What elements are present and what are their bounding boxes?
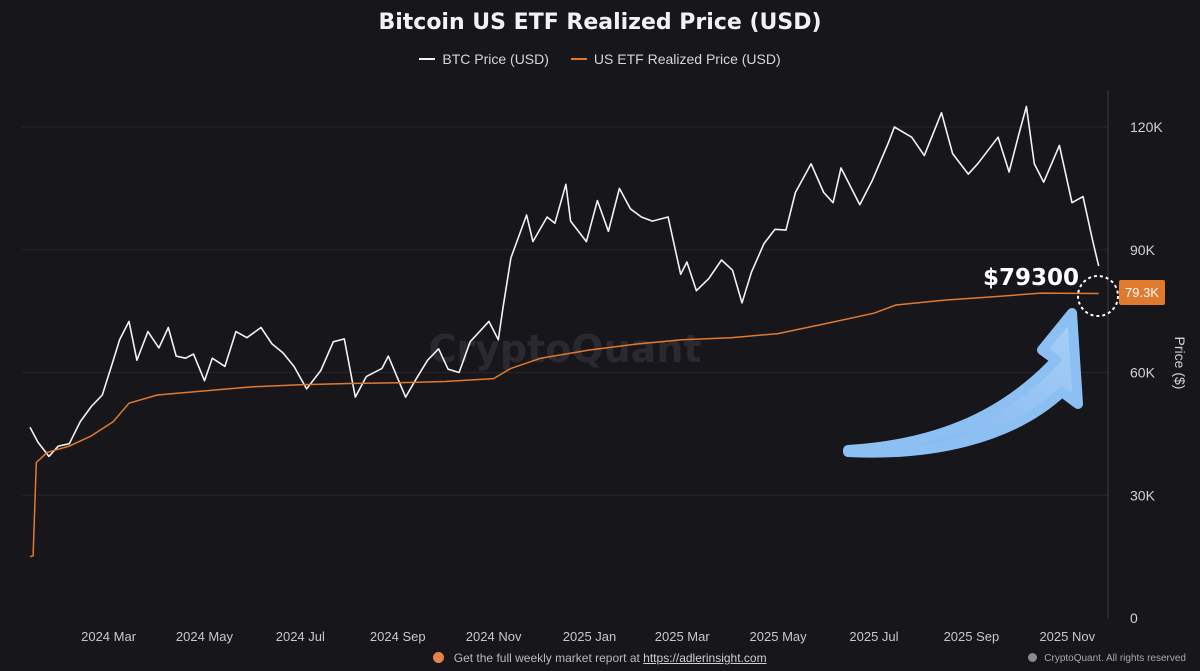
last-value-badge: 79.3K bbox=[1119, 280, 1165, 305]
chart-title: Bitcoin US ETF Realized Price (USD) bbox=[378, 10, 822, 35]
legend-item-etf[interactable]: US ETF Realized Price (USD) bbox=[570, 51, 781, 67]
legend-item-btc[interactable]: BTC Price (USD) bbox=[419, 51, 549, 67]
highlight-circle-icon bbox=[1077, 275, 1119, 317]
arrow-icon bbox=[843, 308, 1083, 458]
legend-label-etf: US ETF Realized Price (USD) bbox=[593, 51, 781, 67]
x-tick-label: 2024 Jul bbox=[276, 629, 325, 644]
footer: Get the full weekly market report at htt… bbox=[0, 651, 1200, 665]
cryptoquant-logo-icon bbox=[1028, 653, 1038, 662]
y-tick-label: 60K bbox=[1130, 365, 1156, 381]
copyright: CryptoQuant. All rights reserved bbox=[1028, 653, 1186, 664]
x-tick-label: 2025 Mar bbox=[655, 629, 711, 644]
x-tick-label: 2024 May bbox=[176, 629, 234, 644]
footer-link[interactable]: https://adlerinsight.com bbox=[643, 651, 767, 665]
watermark-text: CryptoQuant bbox=[428, 327, 701, 371]
series-line-btc-price bbox=[29, 105, 1100, 458]
x-tick-label: 2025 Nov bbox=[1039, 629, 1095, 644]
x-tick-label: 2024 Nov bbox=[466, 629, 522, 644]
x-tick-label: 2024 Sep bbox=[370, 629, 426, 644]
x-tick-label: 2025 Jan bbox=[563, 629, 617, 644]
y-axis-label: Price ($) bbox=[1172, 336, 1188, 390]
copyright-text: CryptoQuant. All rights reserved bbox=[1044, 653, 1186, 664]
legend: BTC Price (USD) US ETF Realized Price (U… bbox=[0, 51, 1200, 67]
footer-text: Get the full weekly market report at bbox=[453, 651, 640, 665]
x-tick-label: 2025 Sep bbox=[944, 629, 1000, 644]
y-tick-label: 30K bbox=[1130, 487, 1156, 503]
legend-swatch-etf bbox=[570, 58, 587, 60]
x-tick-label: 2024 Mar bbox=[81, 629, 137, 644]
series-line-etf-realized-price bbox=[29, 292, 1099, 558]
y-tick-label: 90K bbox=[1130, 242, 1156, 258]
x-tick-label: 2025 May bbox=[750, 629, 808, 644]
legend-label-btc: BTC Price (USD) bbox=[442, 51, 549, 67]
y-tick-label: 120K bbox=[1130, 119, 1163, 135]
y-tick-label: 0 bbox=[1130, 610, 1138, 626]
legend-swatch-btc bbox=[419, 58, 436, 60]
report-dot-icon bbox=[433, 652, 445, 663]
x-tick-label: 2025 Jul bbox=[849, 629, 898, 644]
callout-value: $79300 bbox=[983, 265, 1080, 291]
